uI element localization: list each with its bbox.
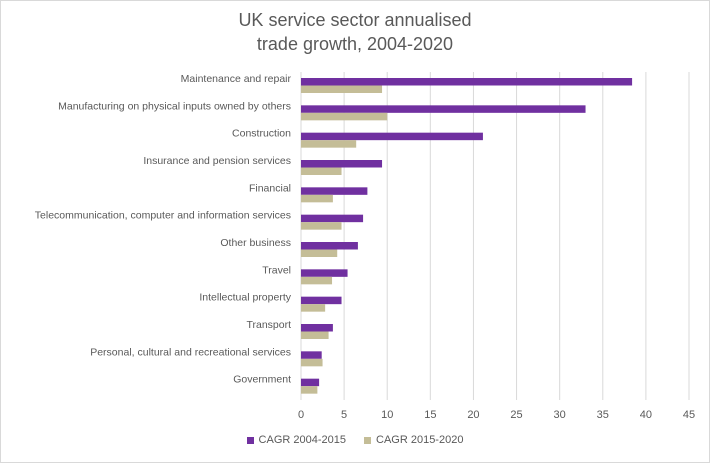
x-tick-label: 15 [424, 409, 436, 421]
chart-title: UK service sector annualised trade growt… [238, 10, 472, 54]
category-label: Manufacturing on physical inputs owned b… [58, 100, 291, 112]
category-label: Insurance and pension services [143, 155, 291, 167]
bar-series-1 [301, 132, 483, 141]
gridlines [300, 72, 690, 400]
bar-series-2 [301, 304, 326, 312]
legend-swatch-series-1 [246, 436, 254, 444]
bars [301, 78, 633, 394]
x-tick-label: 45 [683, 409, 695, 421]
bar-series-1 [301, 296, 342, 305]
x-tick-label: 35 [597, 409, 609, 421]
x-tick-label: 30 [554, 409, 566, 421]
bar-series-2 [301, 249, 338, 257]
bar-series-1 [301, 160, 383, 168]
category-label: Travel [262, 264, 291, 276]
category-label: Construction [232, 128, 291, 140]
category-label: Maintenance and repair [181, 73, 292, 85]
bar-series-1 [301, 242, 358, 250]
bar-series-2 [301, 276, 333, 285]
category-label: Personal, cultural and recreational serv… [90, 346, 291, 358]
x-tick-label: 0 [298, 409, 304, 421]
bar-series-2 [301, 140, 357, 148]
category-label: Financial [249, 182, 291, 194]
x-tick-label: 20 [467, 409, 479, 421]
category-label: Telecommunication, computer and informat… [35, 210, 291, 222]
x-tick-label: 5 [341, 409, 347, 421]
bar-series-1 [301, 378, 320, 387]
category-labels: Maintenance and repair Manufacturing on p… [35, 73, 292, 386]
bar-series-2 [301, 112, 388, 121]
bar-series-2 [301, 85, 383, 93]
category-label: Intellectual property [199, 292, 291, 304]
bar-series-1 [301, 78, 633, 86]
bar-series-2 [301, 167, 342, 175]
bar-series-2 [301, 222, 342, 230]
category-label: Transport [246, 319, 291, 331]
legend: CAGR 2004-2015 CAGR 2015-2020 [0, 434, 710, 446]
legend-label-series-1: CAGR 2004-2015 [258, 434, 346, 446]
bar-series-1 [301, 351, 322, 359]
bar-series-2 [301, 386, 318, 394]
x-tick-label: 10 [381, 409, 393, 421]
bar-series-2 [301, 331, 329, 339]
bar-series-1 [301, 269, 348, 277]
bar-series-1 [301, 214, 364, 223]
category-label: Other business [220, 237, 291, 249]
legend-swatch-series-2 [364, 436, 371, 444]
x-tick-label: 40 [640, 409, 652, 421]
legend-label-series-2: CAGR 2015-2020 [376, 434, 464, 446]
x-tick-label: 25 [510, 409, 522, 421]
legend-item-series-1: CAGR 2004-2015 [246, 434, 346, 446]
bar-series-1 [301, 105, 586, 113]
bar-series-1 [301, 324, 333, 332]
x-tick-labels: 0 5 10 15 20 25 30 35 40 45 [298, 409, 695, 421]
bar-series-2 [301, 358, 323, 367]
category-label: Government [233, 374, 291, 386]
bar-series-2 [301, 194, 333, 203]
legend-item-series-2: CAGR 2015-2020 [364, 434, 463, 446]
bar-series-1 [301, 187, 368, 195]
